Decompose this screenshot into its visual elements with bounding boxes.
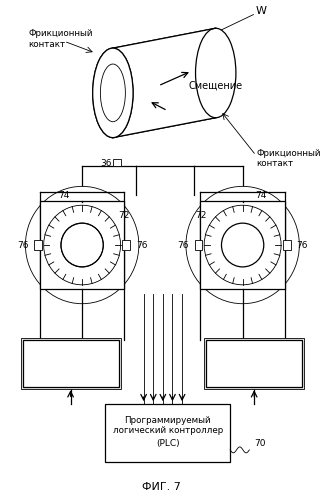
Bar: [113, 158, 121, 166]
Text: 70: 70: [254, 440, 266, 448]
Text: 28: 28: [76, 242, 88, 252]
Bar: [21, 338, 121, 389]
Text: 76: 76: [177, 240, 189, 250]
Text: W: W: [256, 6, 267, 16]
Text: ФИГ. 7: ФИГ. 7: [142, 482, 181, 492]
Text: 76: 76: [296, 240, 308, 250]
Text: 72: 72: [119, 210, 130, 220]
Ellipse shape: [61, 223, 103, 267]
Text: 72: 72: [195, 210, 206, 220]
Bar: [123, 240, 130, 250]
Bar: [105, 404, 230, 462]
Text: 36: 36: [100, 159, 112, 168]
Bar: [34, 240, 42, 250]
Text: логический контроллер: логический контроллер: [113, 426, 223, 436]
Text: Фрикционный
контакт: Фрикционный контакт: [256, 148, 321, 168]
Bar: [200, 202, 285, 289]
Ellipse shape: [93, 48, 133, 138]
Bar: [283, 240, 291, 250]
Bar: [206, 340, 302, 387]
Polygon shape: [113, 28, 216, 138]
Text: 28: 28: [237, 242, 249, 252]
Text: 74: 74: [58, 191, 70, 200]
Text: 30: 30: [64, 368, 77, 378]
Text: 76: 76: [136, 240, 147, 250]
Bar: [40, 202, 124, 289]
Text: Фрикционный
контакт: Фрикционный контакт: [28, 29, 93, 48]
Ellipse shape: [186, 186, 299, 304]
Text: Электродвигатель: Электродвигатель: [27, 353, 114, 362]
Text: (PLC): (PLC): [156, 440, 180, 448]
Bar: [204, 338, 304, 389]
Bar: [238, 192, 248, 202]
Bar: [77, 192, 87, 202]
Bar: [22, 340, 119, 387]
Text: 30: 30: [248, 368, 260, 378]
Ellipse shape: [196, 28, 236, 118]
Text: Смещение: Смещение: [189, 81, 243, 91]
Text: 74: 74: [255, 191, 267, 200]
Text: Электродвигатель: Электродвигатель: [211, 353, 297, 362]
Ellipse shape: [221, 223, 264, 267]
Bar: [195, 240, 202, 250]
Ellipse shape: [25, 186, 139, 304]
Text: 76: 76: [17, 240, 28, 250]
Text: Программируемый: Программируемый: [124, 416, 211, 424]
